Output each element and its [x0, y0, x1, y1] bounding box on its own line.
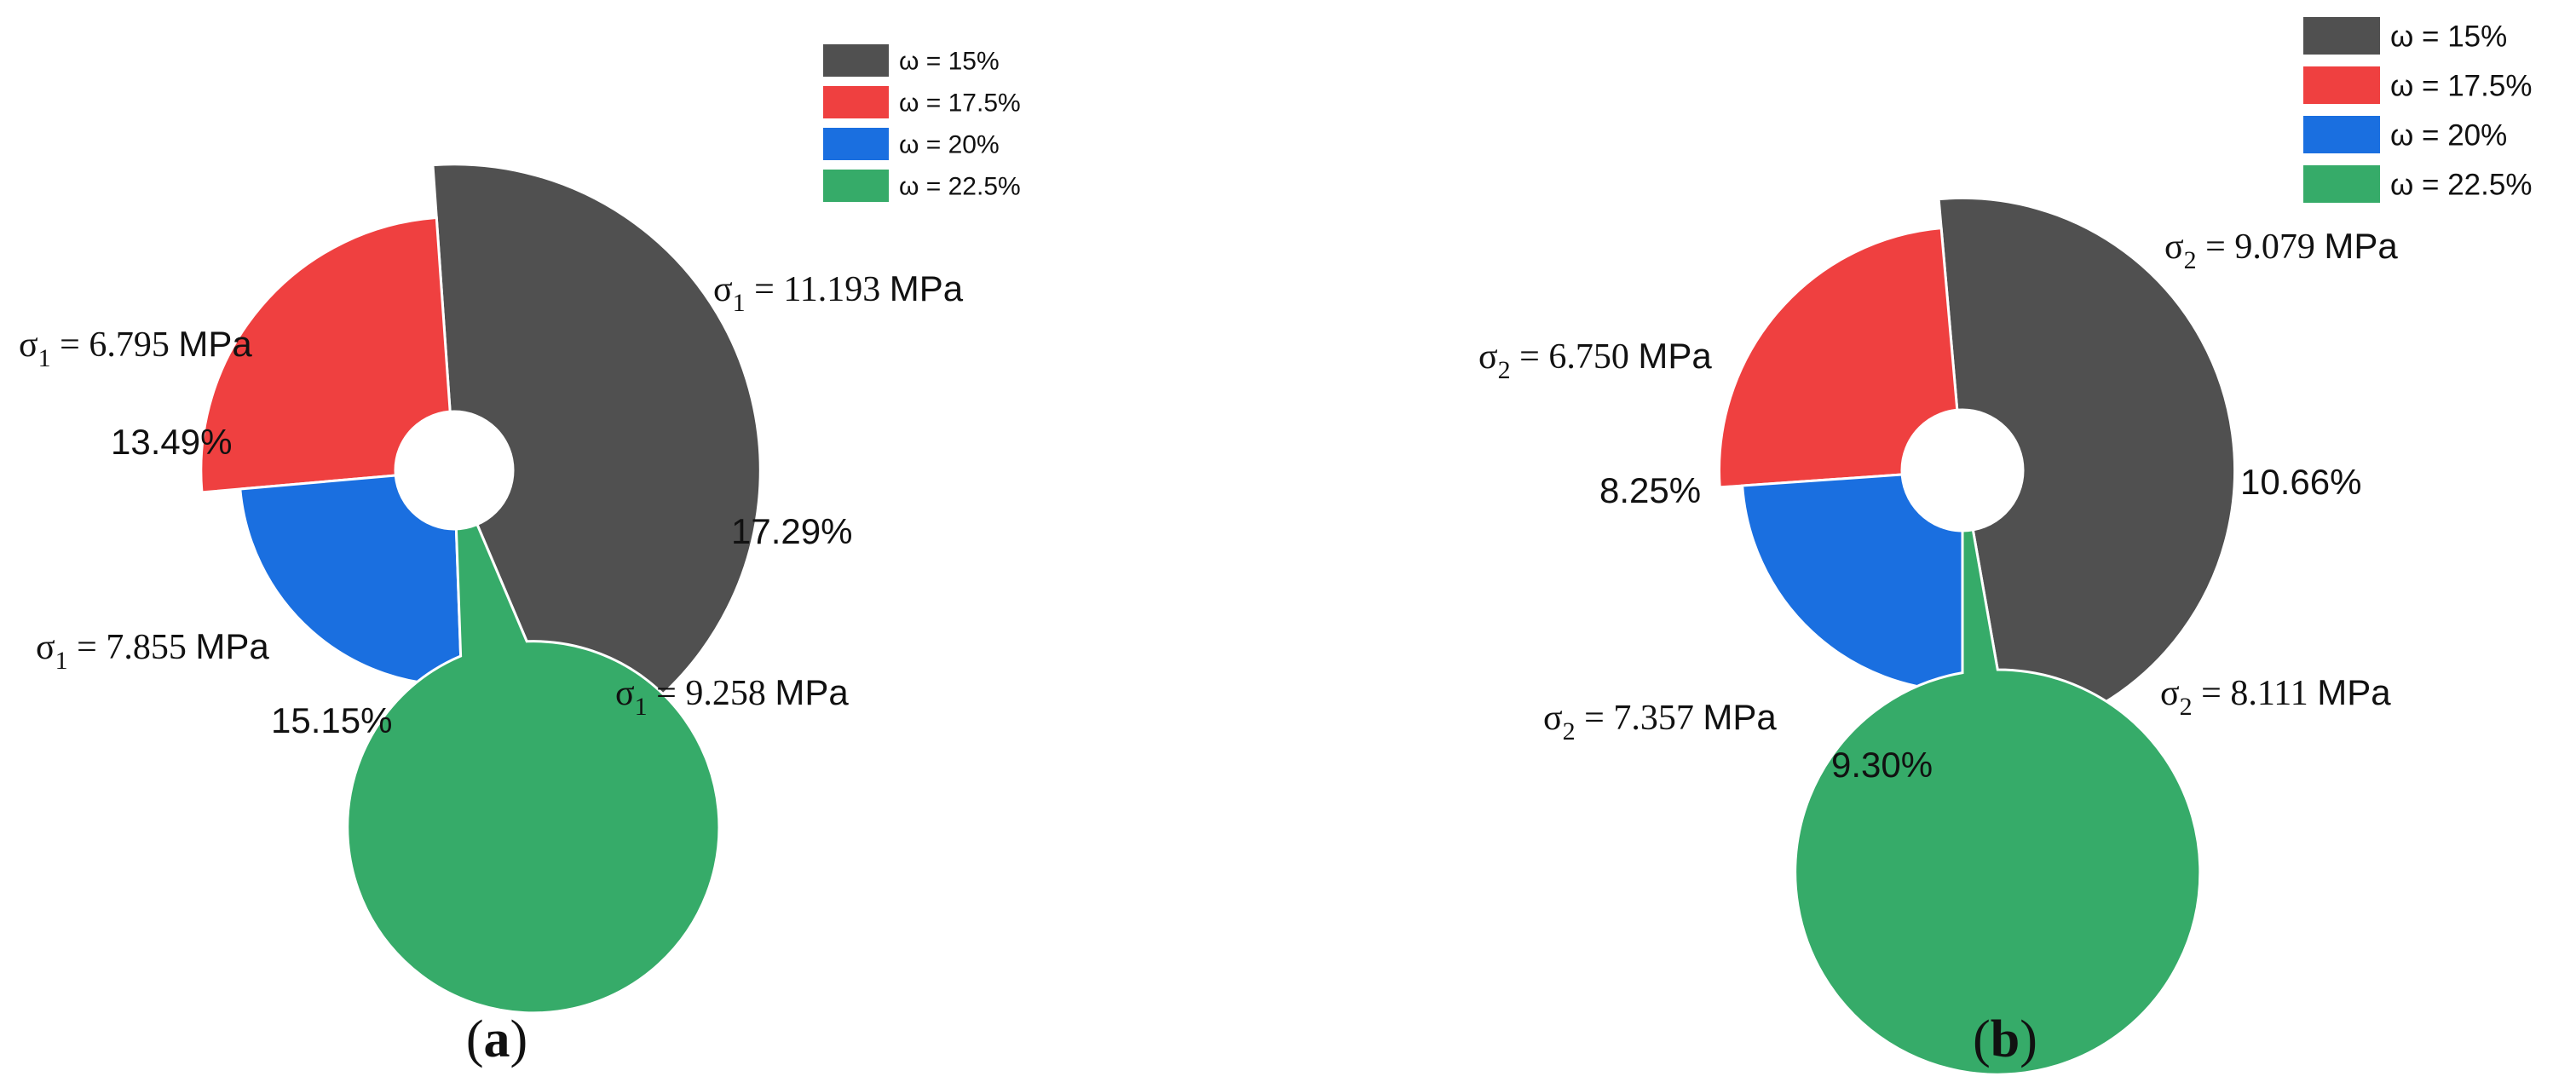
legend-label: ω = 20%	[2390, 118, 2507, 152]
percent-label: 10.66%	[2240, 462, 2361, 502]
slice-22-5-percent	[1794, 469, 2202, 1076]
panel-label: (a)	[466, 1010, 527, 1068]
center-hole	[394, 410, 515, 531]
legend-swatch	[823, 170, 889, 202]
legend-swatch	[2303, 17, 2380, 55]
legend-swatch	[823, 128, 889, 160]
stress-label: σ1 = 7.855 MPa	[36, 626, 269, 675]
legend: ω = 15% ω = 17.5% ω = 20% ω = 22.5%	[823, 44, 1021, 202]
legend: ω = 15% ω = 17.5% ω = 20% ω = 22.5%	[2303, 17, 2532, 203]
percent-label: 13.49%	[111, 422, 232, 462]
percent-label: 8.25%	[1599, 470, 1701, 510]
legend-label: ω = 17.5%	[2390, 69, 2532, 102]
legend-swatch	[2303, 165, 2380, 203]
slice-15-percent	[1937, 196, 2237, 740]
slice-17-5-percent	[199, 216, 456, 494]
legend-swatch	[2303, 66, 2380, 104]
stress-label: σ2 = 8.111 MPa	[2160, 672, 2391, 721]
stress-label: σ1 = 9.258 MPa	[615, 672, 849, 721]
slice-22-5-percent	[346, 469, 721, 1015]
legend-label: ω = 22.5%	[2390, 168, 2532, 201]
stress-label: σ2 = 6.750 MPa	[1478, 336, 1712, 384]
stress-label: σ2 = 9.079 MPa	[2164, 226, 2398, 274]
stress-label: σ1 = 6.795 MPa	[19, 324, 252, 372]
legend-label: ω = 22.5%	[899, 173, 1021, 201]
legend-swatch	[823, 86, 889, 118]
stress-label: σ2 = 7.357 MPa	[1543, 697, 1777, 745]
percent-label: 15.15%	[271, 700, 392, 740]
legend-label: ω = 17.5%	[899, 89, 1021, 118]
legend-swatch	[2303, 116, 2380, 153]
chart-panel-a: σ1 = 11.193 MPa σ1 = 9.258 MPa σ1 = 7.855 …	[19, 44, 1021, 1068]
stress-label: σ1 = 11.193 MPa	[713, 268, 964, 317]
percent-label: 9.30%	[1831, 745, 1933, 785]
panel-label: (b)	[1973, 1010, 2037, 1068]
legend-label: ω = 15%	[2390, 20, 2507, 53]
percent-label: 17.29%	[731, 511, 852, 551]
slice-15-percent	[431, 163, 762, 754]
center-hole	[1900, 408, 2025, 532]
slice-17-5-percent	[1718, 226, 1964, 489]
legend-label: ω = 15%	[899, 48, 1000, 76]
legend-label: ω = 20%	[899, 131, 1000, 159]
legend-swatch	[823, 44, 889, 77]
chart-panel-b: σ2 = 9.079 MPa σ2 = 8.111 MPa σ2 = 7.357 M…	[1478, 17, 2532, 1076]
